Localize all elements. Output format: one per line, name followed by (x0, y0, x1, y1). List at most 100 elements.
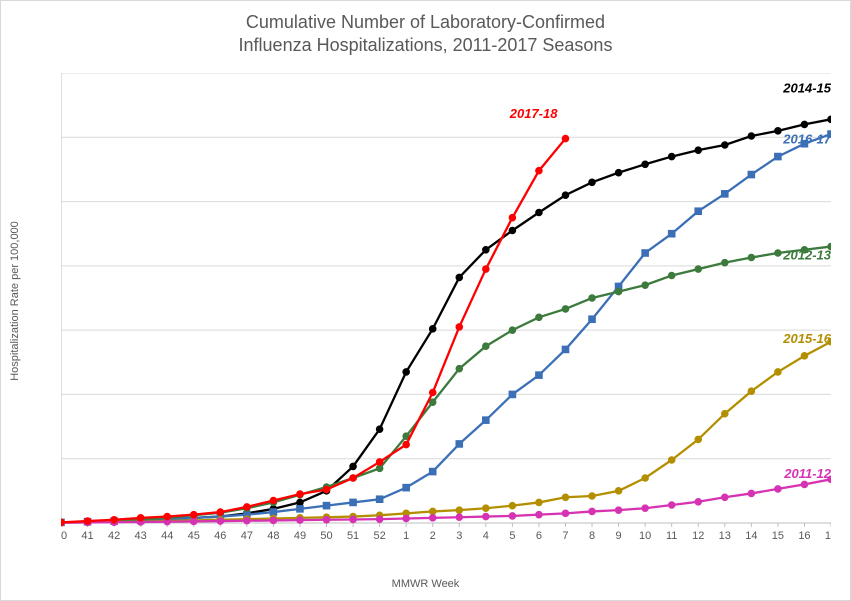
series-marker (668, 272, 675, 279)
series-marker (721, 142, 728, 149)
svg-text:43: 43 (135, 530, 147, 542)
series-marker (509, 327, 516, 334)
series-marker (270, 517, 277, 524)
series-marker (429, 468, 436, 475)
svg-text:10: 10 (639, 530, 651, 542)
series-marker (376, 516, 383, 523)
series-marker (642, 282, 649, 289)
series-marker (589, 295, 596, 302)
series-marker (536, 167, 543, 174)
series-marker (536, 511, 543, 518)
series-marker (748, 171, 755, 178)
y-axis-label: Hospitalization Rate per 100,000 (9, 221, 21, 381)
series-marker (376, 459, 383, 466)
series-marker (668, 153, 675, 160)
series-marker (589, 508, 596, 515)
svg-text:8: 8 (589, 530, 595, 542)
series-marker (270, 497, 277, 504)
series-marker (483, 266, 490, 273)
series-label-2012-13: 2012-13 (782, 247, 831, 262)
series-marker (350, 463, 357, 470)
series-marker (164, 513, 171, 520)
series-marker (695, 498, 702, 505)
series-marker (642, 250, 649, 257)
svg-text:46: 46 (214, 530, 226, 542)
series-line-2012-13 (61, 247, 831, 523)
series-marker (748, 490, 755, 497)
series-marker (562, 135, 569, 142)
series-line-2016-17 (61, 134, 831, 522)
series-marker (509, 227, 516, 234)
series-marker (536, 314, 543, 321)
series-marker (695, 208, 702, 215)
series-marker (589, 493, 596, 500)
series-marker (429, 508, 436, 515)
series-marker (695, 266, 702, 273)
svg-text:41: 41 (81, 530, 93, 542)
series-marker (615, 288, 622, 295)
series-marker (721, 191, 728, 198)
series-marker (801, 121, 808, 128)
series-marker (297, 491, 304, 498)
series-marker (695, 147, 702, 154)
series-marker (775, 486, 782, 493)
svg-text:51: 51 (347, 530, 359, 542)
series-marker (562, 494, 569, 501)
series-marker (589, 179, 596, 186)
series-marker (111, 516, 118, 523)
series-marker (562, 510, 569, 517)
series-marker (244, 517, 251, 524)
series-marker (350, 499, 357, 506)
series-marker (483, 417, 490, 424)
series-marker (536, 372, 543, 379)
series-marker (536, 499, 543, 506)
svg-text:42: 42 (108, 530, 120, 542)
series-marker (190, 511, 197, 518)
series-marker (429, 399, 436, 406)
series-marker (456, 274, 463, 281)
series-marker (376, 496, 383, 503)
series-marker (748, 388, 755, 395)
series-label-2015-16: 2015-16 (782, 331, 831, 346)
svg-text:16: 16 (798, 530, 810, 542)
series-marker (403, 441, 410, 448)
series-marker (84, 518, 91, 525)
series-marker (562, 306, 569, 313)
series-marker (801, 353, 808, 360)
series-marker (615, 169, 622, 176)
series-marker (297, 499, 304, 506)
chart-title: Cumulative Number of Laboratory-Confirme… (1, 11, 850, 56)
series-marker (323, 502, 330, 509)
x-axis-label: MMWR Week (1, 578, 850, 590)
series-marker (536, 209, 543, 216)
series-marker (615, 488, 622, 495)
svg-text:49: 49 (294, 530, 306, 542)
series-marker (350, 516, 357, 523)
series-marker (456, 441, 463, 448)
series-marker (429, 326, 436, 333)
series-marker (483, 513, 490, 520)
series-marker (775, 128, 782, 135)
series-marker (615, 507, 622, 514)
series-label-2014-15: 2014-15 (782, 80, 831, 95)
svg-text:47: 47 (241, 530, 253, 542)
series-marker (828, 116, 831, 123)
series-marker (297, 517, 304, 524)
series-marker (801, 481, 808, 488)
series-marker (509, 513, 516, 520)
series-marker (350, 475, 357, 482)
series-marker (748, 254, 755, 261)
series-label-2017-18: 2017-18 (509, 106, 558, 121)
series-marker (456, 324, 463, 331)
series-marker (137, 515, 144, 522)
series-marker (456, 507, 463, 514)
series-marker (562, 346, 569, 353)
series-marker (775, 153, 782, 160)
svg-text:6: 6 (536, 530, 542, 542)
series-marker (668, 457, 675, 464)
series-marker (403, 515, 410, 522)
series-marker (668, 502, 675, 509)
svg-text:2: 2 (430, 530, 436, 542)
series-marker (190, 518, 197, 525)
series-marker (217, 518, 224, 525)
